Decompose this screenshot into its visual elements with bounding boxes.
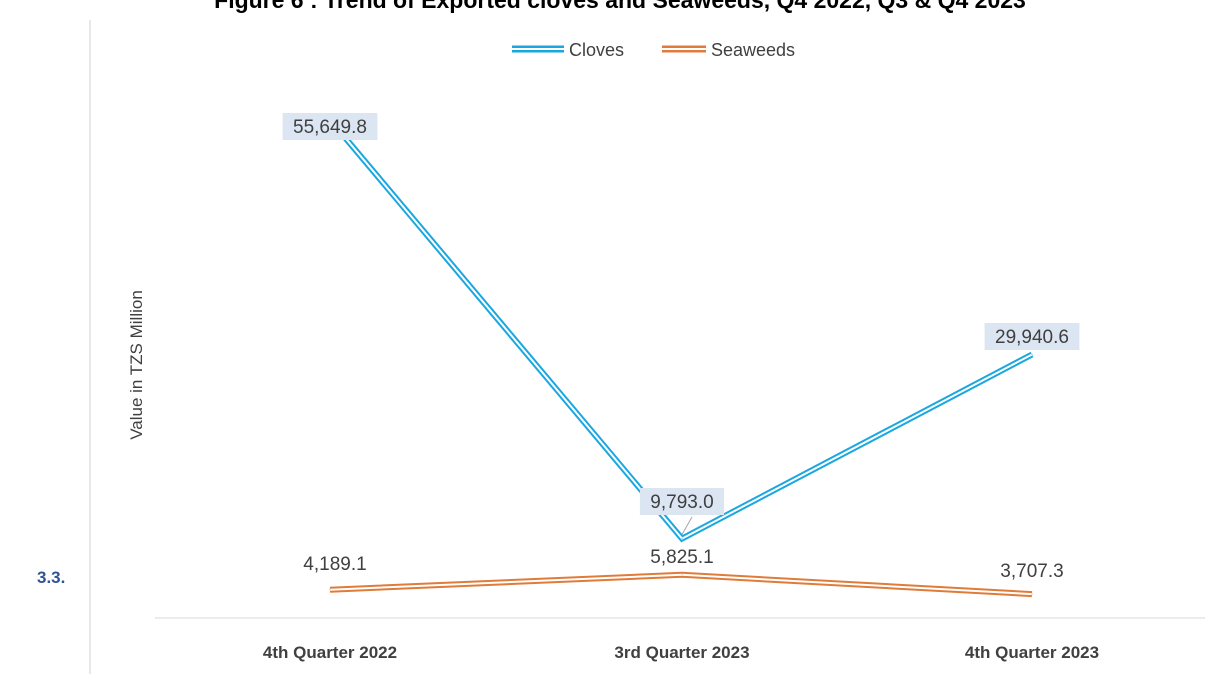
point-cloves-3	[1031, 354, 1033, 356]
legend: Cloves Seaweeds	[512, 40, 795, 60]
data-label-cloves-1: 55,649.8	[293, 117, 367, 138]
data-label-box-cloves-1	[282, 113, 378, 140]
point-seaweeds-3	[1031, 593, 1033, 595]
x-tick-4th-quarter-2022: 4th Quarter 2022	[263, 643, 397, 662]
data-label-cloves-2: 9,793.0	[650, 492, 713, 513]
legend-item-seaweeds: Seaweeds	[662, 40, 795, 60]
series-cloves: 55,649.8 9,793.0 29,940.6	[282, 113, 1080, 543]
point-cloves-2	[681, 538, 683, 540]
legend-label-seaweeds: Seaweeds	[711, 40, 795, 60]
data-label-box-cloves-3	[984, 323, 1080, 350]
series-line-cloves	[327, 117, 1034, 543]
y-axis-label: Value in TZS Million	[127, 290, 146, 440]
data-label-cloves-3: 29,940.6	[995, 327, 1069, 348]
series-layer: 55,649.8 9,793.0 29,940.6 4,189.1 5,825.1 3,7…	[282, 113, 1080, 598]
x-tick-4th-quarter-2023: 4th Quarter 2023	[965, 643, 1099, 662]
x-tick-3rd-quarter-2023: 3rd Quarter 2023	[614, 643, 749, 662]
section-number: 3.3.	[37, 568, 65, 587]
chart-title: Figure 6 : Trend of Exported cloves and …	[214, 0, 1026, 13]
point-seaweeds-1	[329, 589, 331, 591]
legend-label-cloves: Cloves	[569, 40, 624, 60]
series-seaweeds: 4,189.1 5,825.1 3,707.3	[303, 547, 1064, 598]
data-label-seaweeds-3: 3,707.3	[1000, 561, 1063, 582]
data-label-seaweeds-2: 5,825.1	[650, 547, 713, 568]
data-label-box-cloves-2	[639, 488, 725, 515]
legend-item-cloves: Cloves	[512, 40, 624, 60]
data-label-seaweeds-1: 4,189.1	[303, 554, 366, 575]
x-tick-labels: 4th Quarter 2022 3rd Quarter 2023 4th Quar…	[263, 643, 1099, 662]
point-seaweeds-2	[681, 574, 683, 576]
